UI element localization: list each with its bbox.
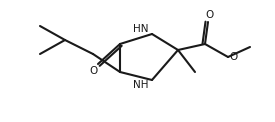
Text: O: O — [206, 10, 214, 20]
Text: HN: HN — [133, 24, 149, 34]
Text: O: O — [90, 66, 98, 76]
Text: NH: NH — [133, 80, 149, 90]
Text: O: O — [230, 52, 238, 62]
